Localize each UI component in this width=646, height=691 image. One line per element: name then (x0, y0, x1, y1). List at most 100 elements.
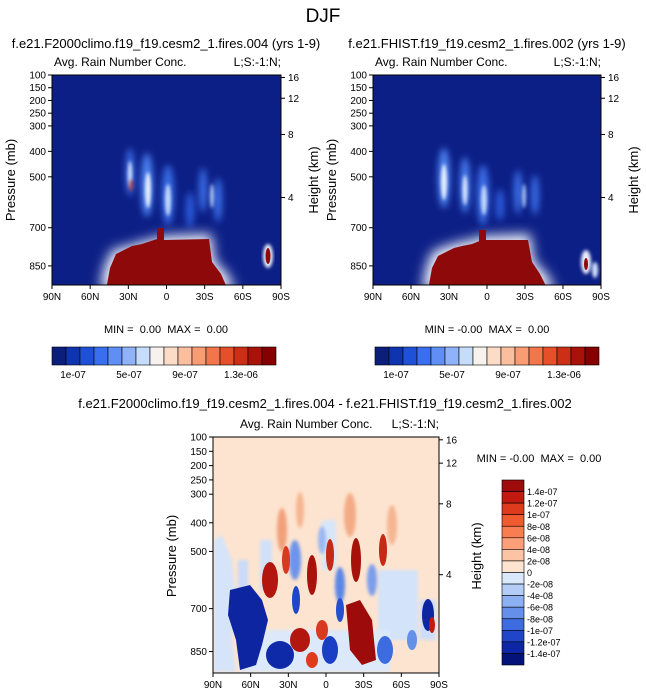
colorbar-label: 5e-07 (439, 370, 465, 381)
right-ticks: 16 12 8 4 (601, 73, 620, 204)
x-tick-label: 90N (43, 292, 61, 303)
colorbar-swatch (135, 346, 151, 366)
heatmap-field (52, 75, 281, 285)
colorbar: 1e-07 5e-07 9e-07 1.3e-06 (374, 346, 600, 381)
colorbar-swatch (177, 346, 193, 366)
colorbar-swatch (472, 346, 488, 366)
colorbar-label: 1e-07 (527, 510, 550, 520)
neg-cell (292, 586, 300, 614)
x-tick-label: 30N (279, 680, 297, 691)
neg-cell (336, 598, 344, 622)
colorbar-label: 2e-08 (527, 556, 550, 566)
y-tick-label: 500 (29, 172, 46, 183)
colorbar-swatch (205, 346, 221, 366)
x-tick-label: 90N (204, 680, 222, 691)
colorbar-swatch (501, 537, 525, 550)
x-tick-label: 90S (592, 292, 610, 303)
y-tick-label: 250 (350, 109, 367, 120)
right-tick-label: 8 (608, 130, 614, 141)
left-string: Avg. Rain Number Conc. (240, 417, 373, 431)
colorbar-swatch (570, 346, 586, 366)
y-tick-label: 850 (350, 261, 367, 272)
colorbar-swatch (247, 346, 263, 366)
blue-plume (214, 178, 222, 222)
x-tick-label: 60N (402, 292, 420, 303)
colorbar-swatch (556, 346, 572, 366)
colorbar-swatch (51, 346, 67, 366)
blue-plume (514, 170, 522, 214)
stats-label: MIN = -0.00 MAX = 0.00 (425, 324, 550, 336)
left-string: Avg. Rain Number Conc. (375, 55, 508, 69)
right-ticks: 16 12 8 4 (281, 73, 300, 204)
colorbar-label: 1.3e-06 (547, 370, 581, 381)
colorbar-swatch (149, 346, 165, 366)
right-axis-label: Height (km) (306, 146, 321, 213)
colorbar-swatch (233, 346, 249, 366)
blue-plume (531, 175, 539, 215)
y-axis-label: Pressure (mb) (164, 515, 179, 597)
y-tick-label: 700 (190, 604, 207, 615)
y-tick-label: 200 (190, 461, 207, 472)
pos-cell (296, 492, 304, 528)
colorbar-swatch (501, 479, 525, 492)
x-tick-label: 30S (196, 292, 214, 303)
stats-label: MIN = 0.00 MAX = 0.00 (104, 324, 228, 336)
pos-cell (344, 493, 356, 537)
colorbar-label: 9e-07 (495, 370, 521, 381)
blue-plume (496, 189, 504, 221)
edge-core (265, 248, 271, 264)
right-tick-label: 8 (288, 130, 294, 141)
right-tick-label: 16 (288, 73, 300, 84)
y-tick-label: 100 (350, 71, 367, 82)
x-tick-label: 0 (164, 292, 170, 303)
pos-cell (307, 555, 317, 595)
blue-plume (186, 192, 194, 228)
neg-cell (318, 526, 326, 554)
colorbar-swatch (501, 514, 525, 527)
colorbar-swatch (501, 525, 525, 539)
colorbar-swatch (93, 346, 109, 366)
colorbar-swatch (528, 346, 544, 366)
x-tick-label: 60N (241, 680, 259, 691)
colorbar-swatch (261, 346, 277, 366)
light-core (441, 164, 447, 200)
pos-cell (316, 620, 328, 640)
colorbar-swatch (163, 346, 179, 366)
colorbar-label: -6e-08 (527, 603, 553, 613)
colorbar-swatch (501, 595, 525, 608)
light-core (210, 184, 214, 208)
panel-title: f.e21.F2000climo.f19_f19.cesm2_1.fires.0… (12, 36, 321, 51)
right-axis-label: Height (km) (469, 522, 484, 589)
neg-cell (335, 567, 345, 603)
x-tick-label: 30S (516, 292, 534, 303)
colorbar-label: 8e-08 (527, 522, 550, 532)
y-tick-label: 700 (350, 223, 367, 234)
x-tick-label: 0 (323, 680, 329, 691)
colorbar-label: 1e-07 (383, 370, 409, 381)
colorbar-swatch (501, 630, 525, 643)
light-core (145, 172, 151, 208)
red-column (157, 228, 164, 242)
colorbar-swatch (501, 560, 525, 573)
panel-title: f.e21.FHIST.f19_f19.cesm2_1.fires.002 (y… (348, 36, 625, 51)
left-string: Avg. Rain Number Conc. (54, 55, 187, 69)
rain-body (106, 238, 226, 285)
right-tick-label: 16 (608, 73, 620, 84)
light-core (165, 184, 171, 216)
colorbar-swatch (501, 583, 525, 596)
y-tick-label: 300 (350, 121, 367, 132)
neg-cell (377, 636, 393, 664)
y-tick-label: 400 (190, 518, 207, 529)
y-tick-label: 150 (190, 447, 207, 458)
colorbar-swatch (542, 346, 558, 366)
y-tick-label: 100 (29, 71, 46, 82)
y-tick-label: 200 (350, 96, 367, 107)
right-string: L;S:-1:N; (234, 55, 281, 69)
light-core (481, 185, 487, 215)
y-ticks: 100 150 200 250 300 400 500 700 850 (190, 433, 213, 658)
right-tick-label: 4 (446, 570, 452, 581)
pos-cell (282, 546, 290, 574)
right-string: L;S:-1:N; (392, 417, 439, 431)
y-axis-label: Pressure (mb) (324, 139, 339, 221)
